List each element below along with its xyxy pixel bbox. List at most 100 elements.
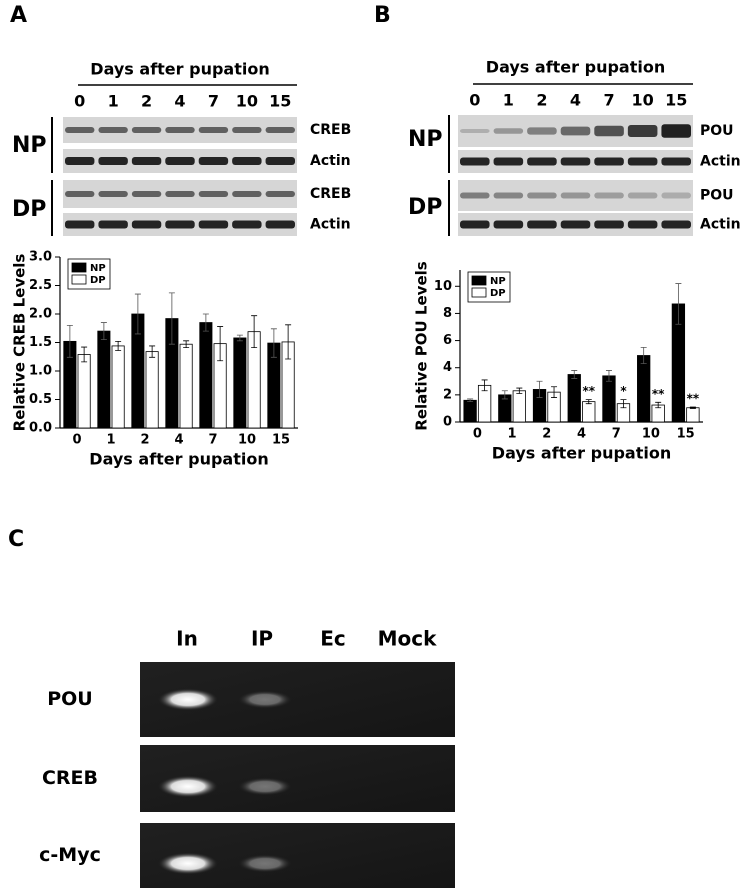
- gel-band: [158, 852, 218, 875]
- blot-row-label: Actin: [310, 153, 351, 169]
- blot-band: [232, 191, 262, 197]
- blot-band: [661, 157, 691, 166]
- blot-header: Days after pupation: [486, 58, 665, 77]
- group-label: NP: [12, 133, 47, 158]
- blot-band: [527, 220, 557, 229]
- error-bar: [251, 315, 258, 349]
- blot-header: Days after pupation: [90, 60, 269, 79]
- blot-row-label: Actin: [310, 217, 351, 233]
- panel-label: B: [374, 3, 391, 28]
- gel-band: [158, 775, 218, 798]
- day-label: 10: [632, 91, 654, 110]
- blot-band: [594, 220, 624, 229]
- significance: *: [620, 384, 627, 398]
- bar: [233, 337, 247, 429]
- blot-band: [131, 127, 162, 133]
- y-tick-label: 6: [443, 333, 452, 348]
- day-label: 0: [74, 92, 85, 111]
- blot-band: [232, 127, 262, 133]
- x-tick-label: 15: [272, 433, 290, 448]
- blot-band: [98, 191, 128, 197]
- blot-band: [594, 192, 624, 199]
- blot-band: [493, 157, 524, 166]
- blot-band: [98, 220, 128, 229]
- legend-swatch: [471, 287, 487, 298]
- gel-row-label: CREB: [42, 767, 98, 789]
- error-bar: [149, 345, 156, 358]
- blot-band: [165, 191, 195, 197]
- day-label: 2: [536, 91, 547, 110]
- error-bar: [551, 386, 558, 398]
- x-tick-label: 1: [508, 427, 517, 442]
- blot-band: [198, 127, 229, 133]
- blot-band: [165, 157, 195, 165]
- x-axis-label: Days after pupation: [492, 444, 671, 463]
- blot-row-label: CREB: [310, 122, 351, 138]
- blot-band: [627, 157, 658, 166]
- group-label: DP: [408, 195, 442, 220]
- blot-band: [265, 127, 295, 133]
- error-bar: [467, 398, 474, 403]
- bar: [582, 401, 596, 423]
- x-tick-label: 2: [542, 427, 551, 442]
- group-label: NP: [408, 127, 443, 152]
- blot-band: [560, 192, 591, 199]
- error-bar: [202, 313, 209, 332]
- x-tick-label: 4: [577, 427, 586, 442]
- error-bar: [134, 293, 141, 335]
- blot-band: [165, 220, 195, 229]
- day-label: 7: [604, 91, 615, 110]
- x-tick-label: 1: [106, 433, 115, 448]
- gel-column-label: Mock: [378, 627, 437, 651]
- blot-band: [493, 128, 524, 134]
- error-bar: [66, 325, 73, 358]
- y-tick-label: 4: [443, 360, 452, 375]
- day-label: 10: [236, 92, 258, 111]
- day-label: 1: [108, 92, 119, 111]
- blot-band: [65, 191, 95, 197]
- bar: [97, 330, 111, 429]
- x-tick-label: 0: [473, 427, 482, 442]
- blot-band: [460, 192, 490, 199]
- blot-band: [460, 157, 490, 166]
- blot-band: [560, 126, 591, 136]
- y-axis-label: Relative CREB Levels: [11, 254, 29, 432]
- gel-column-label: IP: [251, 627, 273, 651]
- y-tick-label: 10: [434, 279, 452, 294]
- error-bar: [81, 346, 88, 363]
- y-tick-label: 1.0: [29, 364, 52, 379]
- bar: [637, 355, 651, 423]
- x-tick-label: 10: [642, 427, 660, 442]
- error-bar: [585, 399, 592, 405]
- error-bar: [285, 324, 292, 360]
- y-axis-label: Relative POU Levels: [413, 261, 431, 430]
- gel-band: [238, 690, 292, 709]
- x-tick-label: 7: [612, 427, 621, 442]
- legend-swatch: [471, 275, 487, 286]
- gel-row-label: POU: [47, 688, 93, 710]
- gel-band: [238, 854, 292, 873]
- blot-band: [627, 192, 658, 199]
- blot-band: [165, 127, 195, 133]
- blot-band: [131, 191, 162, 197]
- error-bar: [481, 379, 488, 392]
- blot-band: [661, 192, 691, 199]
- blot-band: [661, 220, 691, 229]
- blot-band: [560, 220, 591, 229]
- gel-column-label: Ec: [320, 627, 346, 651]
- legend-label: NP: [90, 263, 106, 274]
- significance: **: [582, 384, 595, 398]
- legend-label: NP: [490, 276, 506, 287]
- bar: [602, 375, 616, 423]
- error-bar: [516, 387, 523, 394]
- x-tick-label: 2: [140, 433, 149, 448]
- blot-band: [265, 220, 295, 229]
- bar: [111, 345, 125, 429]
- error-bar: [571, 370, 578, 379]
- bar: [145, 351, 159, 429]
- blot-band: [131, 157, 162, 165]
- blot-band: [594, 125, 624, 137]
- legend-label: DP: [90, 275, 106, 286]
- blot-band: [131, 220, 162, 229]
- bar: [179, 343, 193, 429]
